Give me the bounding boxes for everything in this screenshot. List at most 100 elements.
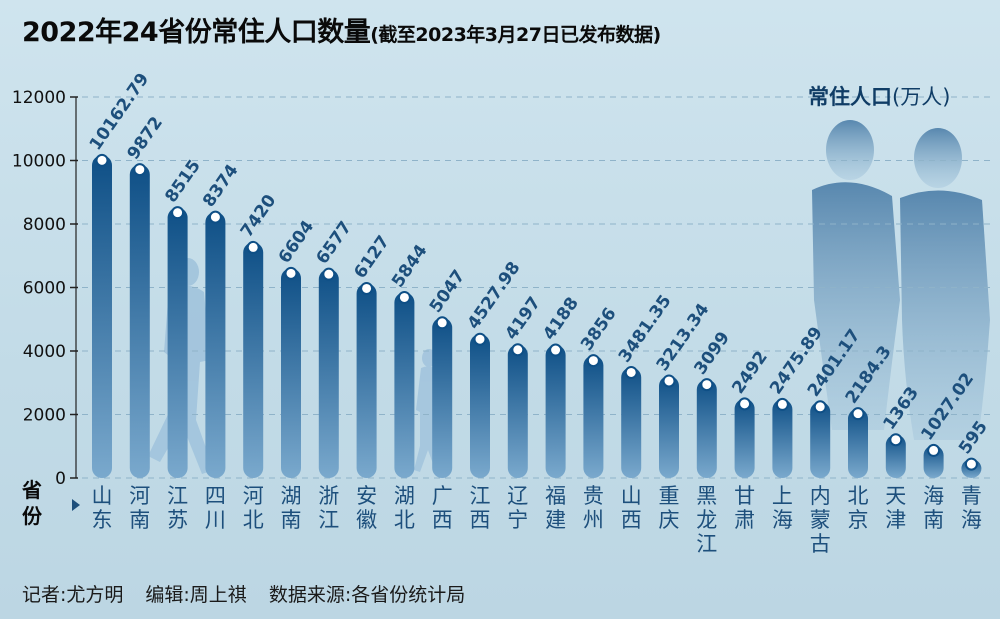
category-label-char: 西 <box>621 508 642 532</box>
bar-marker <box>133 163 147 177</box>
x-axis-title: 省份 <box>21 478 43 528</box>
category-label: 福建 <box>545 484 566 532</box>
bar-marker <box>360 281 374 295</box>
category-label-char: 庆 <box>659 508 680 532</box>
y-tick-label: 4000 <box>23 342 66 362</box>
bar-marker <box>700 378 714 392</box>
category-label-char: 建 <box>545 508 566 532</box>
category-label: 重庆 <box>659 484 680 532</box>
value-label: 2492 <box>728 348 772 398</box>
bar <box>659 375 679 478</box>
y-tick-label: 8000 <box>23 215 66 235</box>
category-label: 广西 <box>432 484 453 532</box>
category-label-char: 江 <box>696 532 717 556</box>
category-label: 青海 <box>961 484 982 532</box>
y-tick-label: 0 <box>55 469 66 489</box>
category-label-char: 福 <box>545 484 566 508</box>
y-tick-label: 2000 <box>23 406 66 426</box>
category-label-char: 东 <box>92 508 113 532</box>
category-label: 湖南 <box>281 484 302 532</box>
bar-marker <box>246 240 260 254</box>
value-label: 9872 <box>124 113 168 163</box>
value-label: 3856 <box>577 304 621 354</box>
category-label-char: 南 <box>129 508 150 532</box>
bar <box>507 344 528 478</box>
category-label-char: 蒙 <box>810 508 831 532</box>
bar-marker <box>473 332 487 346</box>
source-credit: 数据来源:各省份统计局 <box>268 584 466 606</box>
category-label: 贵州 <box>583 484 604 532</box>
category-label: 北京 <box>848 484 869 532</box>
bar <box>129 164 150 478</box>
bar <box>885 434 906 478</box>
title-main: 2022年24省份常住人口数量 <box>22 17 371 48</box>
category-label: 浙江 <box>318 484 339 532</box>
y-axis-unit-label: 常住人口(万人) <box>808 85 950 109</box>
bar <box>394 292 415 478</box>
category-label-char: 辽 <box>507 484 528 508</box>
x-axis-labels: 山东河南江苏四川河北湖南浙江安徽湖北广西江西辽宁福建贵州山西重庆黑龙江甘肃上海内… <box>92 484 982 556</box>
x-axis-title-char: 省 <box>21 478 42 502</box>
category-label-char: 贵 <box>583 484 604 508</box>
bar-marker <box>624 365 638 379</box>
category-label-char: 天 <box>885 484 906 508</box>
value-label: 5844 <box>388 241 432 291</box>
category-label-char: 津 <box>885 508 906 532</box>
bar-marker <box>775 397 789 411</box>
bar <box>848 408 868 478</box>
category-label: 江苏 <box>167 484 188 532</box>
category-label: 山西 <box>621 484 642 532</box>
category-label-char: 南 <box>281 508 302 532</box>
bar-marker <box>435 316 449 330</box>
category-label-char: 山 <box>621 484 642 508</box>
bar-marker <box>738 397 752 411</box>
category-label-char: 江 <box>470 484 491 508</box>
category-label-char: 安 <box>356 484 377 508</box>
bar-marker <box>889 433 903 447</box>
category-label: 辽宁 <box>507 484 528 532</box>
bar-marker <box>171 206 185 220</box>
bars <box>92 153 982 479</box>
bar <box>318 269 339 478</box>
editor-credit: 编辑:周上祺 <box>145 584 247 606</box>
category-label-char: 北 <box>394 508 415 532</box>
bar-marker <box>851 407 865 421</box>
category-label: 天津 <box>885 484 906 532</box>
category-label-char: 江 <box>167 484 188 508</box>
category-label-char: 海 <box>961 508 982 532</box>
bar-marker <box>208 210 222 224</box>
bar <box>243 242 264 478</box>
bar-marker <box>964 457 978 471</box>
value-label: 6577 <box>313 218 357 268</box>
category-label-char: 四 <box>205 484 226 508</box>
bar <box>583 355 604 478</box>
category-label-char: 西 <box>432 508 453 532</box>
bar-marker <box>95 153 109 167</box>
bar <box>281 268 301 478</box>
category-label: 黑龙江 <box>696 484 717 556</box>
category-label-char: 青 <box>961 484 982 508</box>
category-label-char: 海 <box>923 484 944 508</box>
bar-marker <box>662 374 676 388</box>
category-label: 山东 <box>92 484 113 532</box>
category-label: 安徽 <box>356 484 377 532</box>
category-label-char: 龙 <box>696 508 717 532</box>
category-label-char: 湖 <box>281 484 302 508</box>
category-label-char: 苏 <box>167 508 188 532</box>
bar <box>772 399 793 478</box>
value-label: 3099 <box>691 328 735 378</box>
category-label-char: 河 <box>243 484 264 508</box>
bar <box>696 379 717 478</box>
bar <box>734 398 755 478</box>
category-label-char: 京 <box>848 508 869 532</box>
bar <box>810 401 831 478</box>
x-axis-title-char: 份 <box>22 504 43 528</box>
people-silhouette-illustration <box>812 120 990 440</box>
category-label-char: 浙 <box>318 484 339 508</box>
bar <box>205 212 226 479</box>
bar <box>356 283 377 478</box>
value-label: 6127 <box>350 232 394 282</box>
category-label: 四川 <box>205 484 226 532</box>
category-label: 湖北 <box>394 484 415 532</box>
y-tick-label: 10000 <box>12 152 66 172</box>
